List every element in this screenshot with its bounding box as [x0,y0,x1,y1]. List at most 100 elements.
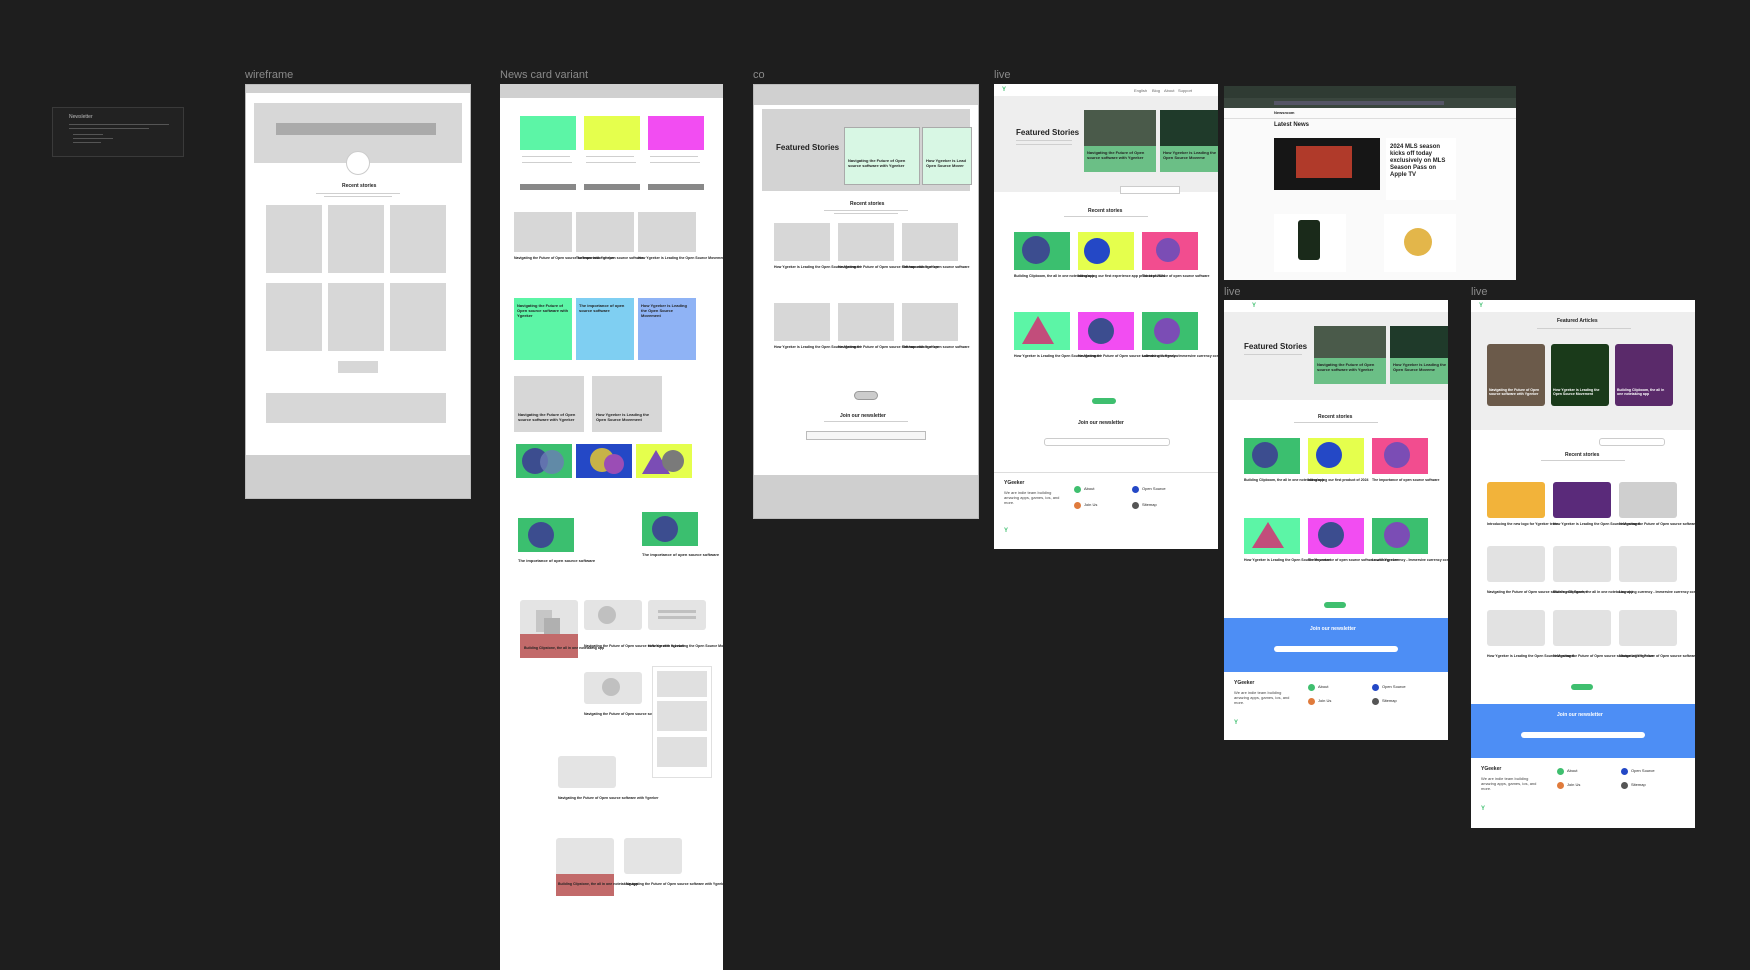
live3-grid-title: Launching currency - Immersive currency … [1619,590,1695,594]
apple-tv-frame[interactable]: Newsroom Latest News 2024 MLS season kic… [1224,86,1516,280]
ncv-small-title: The importance of open source software [642,552,720,557]
news-card-variant-frame[interactable]: Navigating the Future of Open source sof… [500,84,723,970]
live1-nav-english[interactable]: English [1134,88,1148,93]
sitemap-icon [1621,782,1628,789]
co-grid-title: How Ygeeker is Leading the Open Source M… [774,265,862,269]
wf-card [390,283,446,351]
frame-label-live-2[interactable]: live [1224,286,1241,298]
live3-footer-tagline: We are indie team building amazing apps,… [1481,776,1537,791]
ncv-cta [520,184,576,190]
ncv-tall-title: The importance of open source software [579,303,625,313]
live3-footer-open-source[interactable]: Open Source [1631,768,1655,773]
live1-email-input[interactable] [1044,438,1170,446]
ncv-list-title: Navigating the Future of Open source sof… [626,882,723,886]
live2-footer-open-source[interactable]: Open Source [1382,684,1406,689]
live1-grid-title: Building Clipboom, the all in one noteta… [1014,274,1095,278]
ncv-cta [584,184,640,190]
ncv-line [522,162,572,163]
live3-grid-placeholder [1619,610,1677,646]
ncv-card-lime [584,116,640,150]
live2-card-b-title: How Ygeeker is Leading the Open Source M… [1393,362,1447,372]
live2-load-more-button[interactable] [1324,602,1346,608]
about-icon [1557,768,1564,775]
ncv-card-title: Navigating the Future of Open source sof… [514,256,615,260]
frame-label-news-card-variant[interactable]: News card variant [500,69,589,81]
note-line [69,124,169,125]
co-frame[interactable]: Featured Stories Navigating the Future o… [753,84,979,519]
live3-load-more-button[interactable] [1571,684,1593,690]
apple-headline-card: 2024 MLS season kicks off today exclusiv… [1386,138,1456,200]
live3-subline [1541,460,1625,461]
live3-footer-join[interactable]: Join Us [1567,782,1581,787]
live3-card: How Ygeeker is Leading the Open Source M… [1551,344,1609,406]
live2-footer-sitemap[interactable]: Sitemap [1382,698,1397,703]
live3-footer-logo: Y [1481,806,1486,812]
live3-frame[interactable]: Y Featured Articles Navigating the Futur… [1471,300,1695,828]
live3-search-input[interactable] [1599,438,1665,446]
ncv-list-title: Building Clipstone, the all in one notet… [524,646,605,650]
sitemap-icon [1132,502,1139,509]
live1-nav-blog[interactable]: Blog [1152,88,1161,93]
live2-featured-title: Featured Stories [1244,342,1308,351]
co-card-a: Navigating the Future of Open source sof… [844,127,920,185]
live1-frame[interactable]: Y English Blog About Support Featured St… [994,84,1218,549]
live3-hero: Featured Articles Navigating the Future … [1471,312,1695,430]
live1-nav-about[interactable]: About [1164,88,1175,93]
live2-grid-art [1308,518,1364,554]
co-grid-title: Navigating the Future of Open source sof… [838,345,939,349]
live1-subline [1016,140,1072,141]
live3-grid-placeholder [1619,546,1677,582]
live1-footer-sitemap[interactable]: Sitemap [1142,502,1157,507]
frame-label-live-1[interactable]: live [994,69,1011,81]
live3-grid-art [1553,482,1611,518]
live3-footer-about[interactable]: About [1567,768,1578,773]
ncv-small-art [518,518,574,552]
live3-grid-title: Navigating the Future of Open source sof… [1553,654,1654,658]
co-subline [824,421,908,422]
co-footer [754,475,978,518]
live2-email-input[interactable] [1274,646,1398,652]
co-topbar [754,85,978,105]
live1-nav-support[interactable]: Support [1178,88,1193,93]
ncv-list-title: Navigating the Future of Open source sof… [558,796,659,800]
live3-email-input[interactable] [1521,732,1645,738]
open-source-icon [1372,684,1379,691]
live3-grid-title: How Ygeeker is Leading the Open Source M… [1487,654,1575,658]
live3-footer-sitemap[interactable]: Sitemap [1631,782,1646,787]
co-load-more-button[interactable] [854,391,878,400]
co-grid-title: The importance of open source software [902,345,970,349]
live1-grid-title: How Ygeeker is Leading the Open Source M… [1014,354,1102,358]
wireframe-frame[interactable]: Recent stories [245,84,471,499]
frame-label-live-3[interactable]: live [1471,286,1488,298]
live2-frame[interactable]: Y Featured Stories Navigating the Future… [1224,300,1448,740]
live2-footer-join[interactable]: Join Us [1318,698,1332,703]
browser-address-bar[interactable] [1274,101,1444,105]
apple-card-game [1384,214,1456,272]
live3-grid-title: Navigating the Future of Open source sof… [1619,654,1695,658]
live2-newsletter-title: Join our newsletter [1310,626,1356,632]
live1-load-more-button[interactable] [1092,398,1116,404]
co-grid-card [838,223,894,261]
frame-label-co[interactable]: co [753,69,765,81]
frame-label-wireframe[interactable]: wireframe [245,69,294,81]
ncv-list-title: Navigating the Future of Open source sof… [584,712,685,716]
live1-footer-open-source[interactable]: Open Source [1142,486,1166,491]
open-source-icon [1132,486,1139,493]
live3-newsletter-title: Join our newsletter [1557,712,1603,718]
live1-grid-art [1014,232,1070,270]
live1-card-b-title: How Ygeeker is Leading the Open Source M… [1163,150,1217,160]
live1-footer-join[interactable]: Join Us [1084,502,1098,507]
ncv-icon-card [624,838,682,874]
live1-grid-title: Introducing our first experience app pro… [1078,274,1165,278]
live2-grid-title: Introducing our first product of 2024 [1308,478,1369,482]
live2-grid-title: The importance of open source software w… [1308,558,1398,562]
wf-card [266,205,322,273]
live1-footer-tagline: We are indie team building amazing apps,… [1004,490,1060,505]
live2-footer-about[interactable]: About [1318,684,1329,689]
note-heading: Newsletter [69,114,93,120]
ncv-gray-card [576,212,634,252]
co-email-input[interactable] [806,431,926,440]
live1-search-input[interactable] [1120,186,1180,194]
live1-footer-about[interactable]: About [1084,486,1095,491]
live3-grid-art [1487,482,1545,518]
